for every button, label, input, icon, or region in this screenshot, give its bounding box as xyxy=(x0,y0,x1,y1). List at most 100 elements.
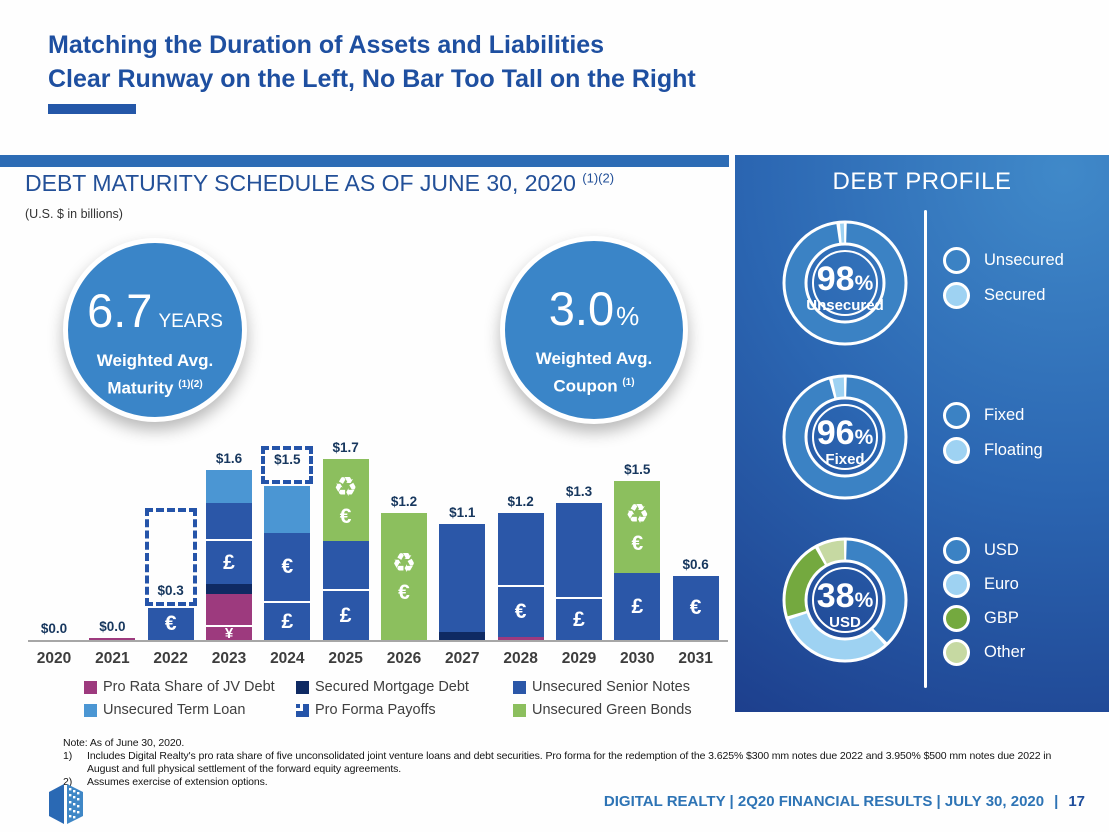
maturity-footnote: (1)(2) xyxy=(178,379,203,390)
x-axis-label: 2020 xyxy=(36,650,72,667)
maturity-unit: YEARS xyxy=(158,311,223,332)
bar-segment-senior: € xyxy=(147,608,194,640)
x-axis-label: 2027 xyxy=(445,650,480,667)
bar-value-label: $1.2 xyxy=(390,494,418,509)
donut-usd: 38%USD xyxy=(782,537,908,663)
bar-segment-mortgage xyxy=(439,632,486,640)
footnote-1: 1) Includes Digital Realty's pro rata sh… xyxy=(63,750,1052,775)
legend-label: Pro Forma Payoffs xyxy=(315,702,436,718)
bar-stack-2022: € xyxy=(147,608,194,640)
profile-legend-unsecured: Unsecured xyxy=(943,246,1064,274)
coupon-footnote: (1) xyxy=(622,377,635,388)
legend-label: Fixed xyxy=(984,405,1025,424)
bar-segment-green: ♻ € xyxy=(322,459,369,541)
legend-label: Unsecured Senior Notes xyxy=(532,679,690,695)
bar-stack-2029: £ xyxy=(555,503,602,640)
legend-label: Secured Mortgage Debt xyxy=(315,679,469,695)
bar-segment-senior: £ xyxy=(555,599,602,640)
legend-label: USD xyxy=(984,540,1019,559)
section-heading-text: DEBT MATURITY SCHEDULE AS OF JUNE 30, 20… xyxy=(25,170,576,196)
bar-segment-jv xyxy=(205,594,252,627)
footnote-2: 2) Assumes exercise of extension options… xyxy=(63,776,268,788)
legend-swatch-green xyxy=(513,703,526,717)
legend-item-senior: Unsecured Senior Notes xyxy=(513,679,692,695)
coupon-caption-line1: Weighted Avg. xyxy=(535,349,653,368)
legend-label: Floating xyxy=(984,440,1043,459)
legend-dot-light xyxy=(943,570,970,598)
legend-swatch-payoffs xyxy=(296,703,309,717)
donut-segment-main xyxy=(785,377,905,497)
x-axis-label: 2030 xyxy=(620,650,655,667)
slide-title: Matching the Duration of Assets and Liab… xyxy=(48,28,696,96)
legend-swatch-mortgage xyxy=(296,680,309,694)
recycle-icon: ♻ xyxy=(391,548,417,578)
legend-label: Other xyxy=(984,642,1026,661)
legend-label: Pro Rata Share of JV Debt xyxy=(103,679,275,695)
profile-legend-gbp: GBP xyxy=(943,604,1025,632)
bar-value-label: $0.0 xyxy=(40,621,68,636)
profile-legend-group-0: Unsecured Secured xyxy=(943,246,1064,309)
legend-dot-main xyxy=(943,246,970,274)
svg-text:USD: USD xyxy=(829,614,861,631)
accent-band xyxy=(0,155,729,167)
currency-symbol: € xyxy=(689,596,702,619)
legend-swatch-senior xyxy=(513,680,526,694)
bar-segment-senior xyxy=(439,524,486,632)
currency-symbol: € xyxy=(514,600,527,623)
panel-divider xyxy=(924,210,927,688)
svg-text:96%: 96% xyxy=(817,414,874,452)
bar-value-label: $0.6 xyxy=(682,557,709,572)
bar-value-label: $0.0 xyxy=(99,619,126,634)
bar-segment-jv xyxy=(89,638,136,640)
bar-value-label: $1.6 xyxy=(215,451,243,466)
bar-segment-term xyxy=(264,486,311,533)
coupon-value: 3.0 xyxy=(548,282,615,335)
bar-segment-senior: £ xyxy=(205,541,252,584)
profile-legend-floating: Floating xyxy=(943,436,1043,464)
maturity-chart: $0.0 2020 $0.0 2021 € $0.3 2022 ¥ £ $1.6 2023 £ € $1.… xyxy=(28,438,728,667)
section-heading-footnote: (1)(2) xyxy=(582,170,615,186)
footer: DIGITAL REALTY | 2Q20 FINANCIAL RESULTS … xyxy=(604,793,1085,810)
legend-label: Euro xyxy=(984,574,1019,593)
currency-symbol: € xyxy=(339,504,352,528)
currency-symbol: £ xyxy=(281,609,294,633)
footer-separator: | xyxy=(1054,793,1059,810)
bar-segment-green: ♻ € xyxy=(614,481,661,573)
legend-label: Secured xyxy=(984,285,1046,304)
bar-stack-2031: € xyxy=(672,576,719,640)
currency-symbol: € xyxy=(281,555,294,578)
currency-symbol: £ xyxy=(573,607,585,631)
profile-legend-group-2: USD Euro GBP Other xyxy=(943,536,1025,666)
footer-text: DIGITAL REALTY | 2Q20 FINANCIAL RESULTS … xyxy=(603,793,1045,810)
recycle-icon: ♻ xyxy=(625,498,650,529)
donut-segment-main xyxy=(785,223,905,343)
bar-stack-2023: ¥ £ xyxy=(205,470,252,642)
digital-realty-logo xyxy=(49,784,83,824)
bar-stack-2025: £ ♻ € xyxy=(322,459,369,640)
legend-item-term: Unsecured Term Loan xyxy=(84,702,296,718)
bar-segment-senior: € xyxy=(497,587,544,637)
x-axis-label: 2022 xyxy=(153,650,188,667)
section-subheading: (U.S. $ in billions) xyxy=(25,207,123,221)
pro-forma-payoff-box: $0.3 xyxy=(144,508,197,606)
stat-circle-maturity: 6.7 YEARS Weighted Avg. Maturity (1)(2) xyxy=(63,238,247,422)
currency-symbol: € xyxy=(631,531,644,555)
currency-symbol: ¥ xyxy=(224,624,234,642)
bar-value-label: $1.7 xyxy=(332,440,359,455)
x-axis-label: 2029 xyxy=(561,650,597,667)
currency-symbol: € xyxy=(164,612,177,635)
currency-symbol: £ xyxy=(631,594,644,618)
bar-segment-term xyxy=(205,470,252,503)
bar-value-label: $1.2 xyxy=(507,494,534,509)
legend-label: GBP xyxy=(984,608,1019,627)
debt-profile-title: DEBT PROFILE xyxy=(832,168,1012,195)
profile-legend-usd: USD xyxy=(943,536,1025,564)
bar-value-label: $1.5 xyxy=(624,462,651,477)
currency-symbol: £ xyxy=(339,603,352,627)
legend-item-green: Unsecured Green Bonds xyxy=(513,702,692,718)
x-axis-label: 2031 xyxy=(678,650,713,667)
svg-text:98%: 98% xyxy=(817,260,874,298)
bar-value-label: $1.3 xyxy=(565,484,593,499)
bar-stack-2028: € xyxy=(497,513,544,640)
bar-value-label: $1.5 xyxy=(274,452,301,467)
